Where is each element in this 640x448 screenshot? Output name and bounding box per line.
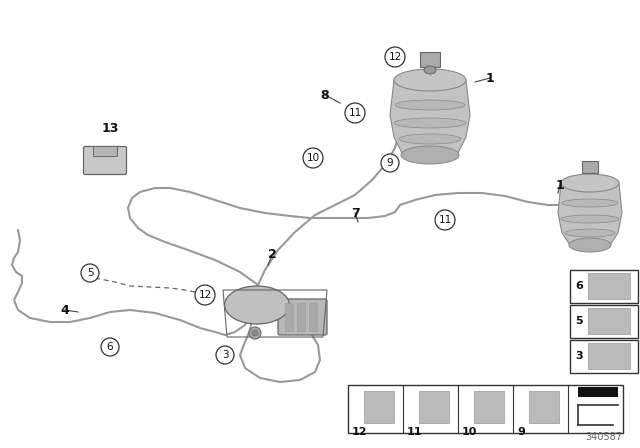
Text: 11: 11 [438,215,452,225]
Text: 3: 3 [575,351,582,361]
Text: 5: 5 [575,316,582,326]
Circle shape [81,264,99,282]
Bar [582,161,598,173]
Bar [364,391,394,423]
Bar [419,391,449,423]
Text: 8: 8 [321,89,330,102]
Bar [570,340,638,373]
Ellipse shape [395,100,465,110]
Circle shape [216,346,234,364]
Text: 12: 12 [388,52,402,62]
Ellipse shape [225,286,289,324]
Bar [309,303,317,331]
Bar [588,308,630,334]
Bar [578,387,618,397]
Circle shape [385,47,405,67]
Bar [570,270,638,303]
Circle shape [303,148,323,168]
Circle shape [195,285,215,305]
Text: 11: 11 [348,108,362,118]
Circle shape [249,327,261,339]
FancyBboxPatch shape [83,146,127,175]
Text: 2: 2 [268,249,276,262]
Bar [348,385,623,433]
Ellipse shape [561,174,619,192]
Text: 7: 7 [351,207,360,220]
Polygon shape [558,183,622,251]
Bar [420,52,440,67]
Ellipse shape [562,199,618,207]
Text: 12: 12 [352,427,367,437]
Text: 340587: 340587 [585,432,622,442]
Bar [93,146,117,156]
Bar [588,273,630,299]
Circle shape [101,338,119,356]
Circle shape [345,103,365,123]
Text: 12: 12 [198,290,212,300]
Ellipse shape [394,118,466,128]
Bar [297,303,305,331]
Polygon shape [390,80,470,160]
Text: 13: 13 [101,121,118,134]
Circle shape [252,330,258,336]
Ellipse shape [565,229,615,237]
Ellipse shape [561,215,619,223]
Bar [529,391,559,423]
Bar [474,391,504,423]
Circle shape [435,210,455,230]
Bar [588,343,630,369]
Text: 4: 4 [61,303,69,316]
Text: 11: 11 [407,427,422,437]
Text: 10: 10 [307,153,319,163]
Text: 1: 1 [556,178,564,191]
Ellipse shape [401,146,459,164]
Ellipse shape [399,134,461,144]
Text: 10: 10 [462,427,477,437]
Text: 9: 9 [387,158,394,168]
FancyBboxPatch shape [278,299,327,335]
Ellipse shape [569,238,611,252]
Bar [570,305,638,338]
Text: 6: 6 [575,281,583,291]
Text: 1: 1 [486,72,494,85]
Bar [285,303,293,331]
Ellipse shape [394,69,466,91]
Text: 9: 9 [517,427,525,437]
Circle shape [381,154,399,172]
Text: 6: 6 [107,342,113,352]
Ellipse shape [424,66,436,74]
Text: 5: 5 [86,268,93,278]
Text: 3: 3 [221,350,228,360]
